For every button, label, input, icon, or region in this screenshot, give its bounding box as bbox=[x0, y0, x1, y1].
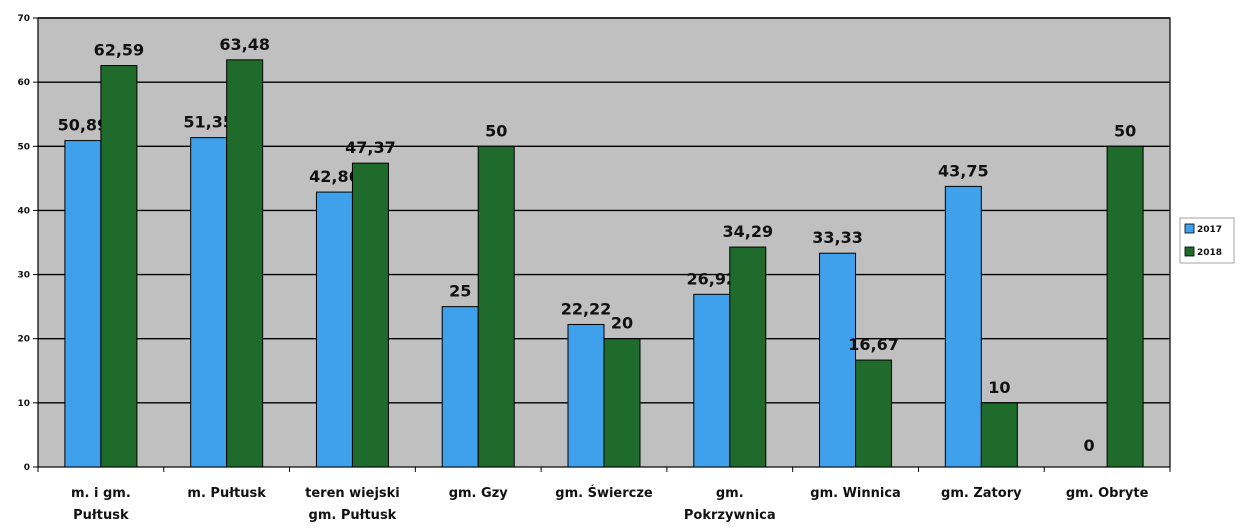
category-label: m. Pułtusk bbox=[187, 486, 266, 501]
legend-label-2018: 2018 bbox=[1197, 248, 1222, 258]
data-label-2017: 26,92 bbox=[686, 269, 737, 288]
y-tick-label: 10 bbox=[17, 399, 30, 409]
category-label: Pułtusk bbox=[73, 508, 129, 523]
bar-2018 bbox=[980, 402, 1018, 468]
bar-2017 bbox=[693, 293, 731, 468]
bar-2017 bbox=[441, 306, 479, 468]
bar-2018 bbox=[351, 162, 389, 468]
data-label-2017: 51,35 bbox=[183, 113, 234, 132]
y-tick-label: 40 bbox=[17, 206, 30, 216]
data-label-2017: 50,89 bbox=[58, 116, 109, 135]
bar-2018 bbox=[477, 145, 515, 468]
plot-area: 0 10 20 30 40 50 60 70 50,89 62,59 m. i gm. Pułtusk… bbox=[17, 14, 1171, 523]
legend: 2017 2018 bbox=[1179, 217, 1235, 264]
bar-2017 bbox=[819, 252, 857, 468]
bar-2018 bbox=[729, 246, 767, 468]
data-label-2017: 43,75 bbox=[938, 161, 989, 180]
data-label-2017: 25 bbox=[449, 282, 471, 301]
category-label: gm. Gzy bbox=[449, 486, 509, 501]
category-label: teren wiejski bbox=[305, 486, 400, 501]
legend-swatch-2017 bbox=[1184, 223, 1195, 234]
bar-2018 bbox=[226, 59, 264, 468]
data-label-2018: 47,37 bbox=[345, 138, 396, 157]
data-label-2017: 42,86 bbox=[309, 167, 360, 186]
data-label-2018: 50 bbox=[1114, 121, 1136, 140]
category-label: gm. Obryte bbox=[1066, 486, 1149, 501]
category-label: gm. Pułtusk bbox=[309, 508, 397, 523]
category-label: gm. Zatory bbox=[941, 486, 1022, 501]
legend-swatch-2018 bbox=[1184, 246, 1195, 257]
bar-2018 bbox=[855, 359, 893, 468]
data-label-2018: 20 bbox=[611, 314, 633, 333]
y-tick-label: 60 bbox=[17, 78, 30, 88]
data-label-2017: 0 bbox=[1084, 436, 1095, 455]
y-tick-label: 50 bbox=[17, 142, 30, 152]
y-tick-label: 20 bbox=[17, 335, 30, 345]
bar-2018 bbox=[1106, 145, 1144, 468]
data-label-2018: 50 bbox=[485, 121, 507, 140]
category-label: gm. Świercze bbox=[555, 485, 653, 501]
y-tick-label: 0 bbox=[24, 463, 30, 473]
data-label-2018: 16,67 bbox=[848, 335, 899, 354]
legend-label-2017: 2017 bbox=[1197, 225, 1222, 235]
bar-2018 bbox=[100, 65, 138, 468]
bar-2017 bbox=[64, 140, 102, 468]
category-label: Pokrzywnica bbox=[684, 508, 776, 523]
y-tick-label: 30 bbox=[17, 271, 30, 281]
data-label-2018: 10 bbox=[988, 378, 1010, 397]
data-label-2018: 62,59 bbox=[94, 41, 145, 60]
y-tick-label: 70 bbox=[17, 14, 30, 24]
data-label-2017: 33,33 bbox=[812, 228, 863, 247]
data-label-2018: 34,29 bbox=[722, 222, 773, 241]
category-label: m. i gm. bbox=[71, 486, 131, 501]
bar-2017 bbox=[190, 137, 228, 468]
bar-2018 bbox=[603, 338, 641, 468]
bar-2017 bbox=[944, 185, 982, 468]
bar-2017 bbox=[315, 191, 353, 468]
bar-2017 bbox=[567, 323, 605, 468]
data-label-2017: 22,22 bbox=[561, 299, 612, 318]
category-label: gm. bbox=[716, 486, 744, 501]
data-label-2018: 63,48 bbox=[219, 35, 270, 54]
category-label: gm. Winnica bbox=[810, 486, 901, 501]
